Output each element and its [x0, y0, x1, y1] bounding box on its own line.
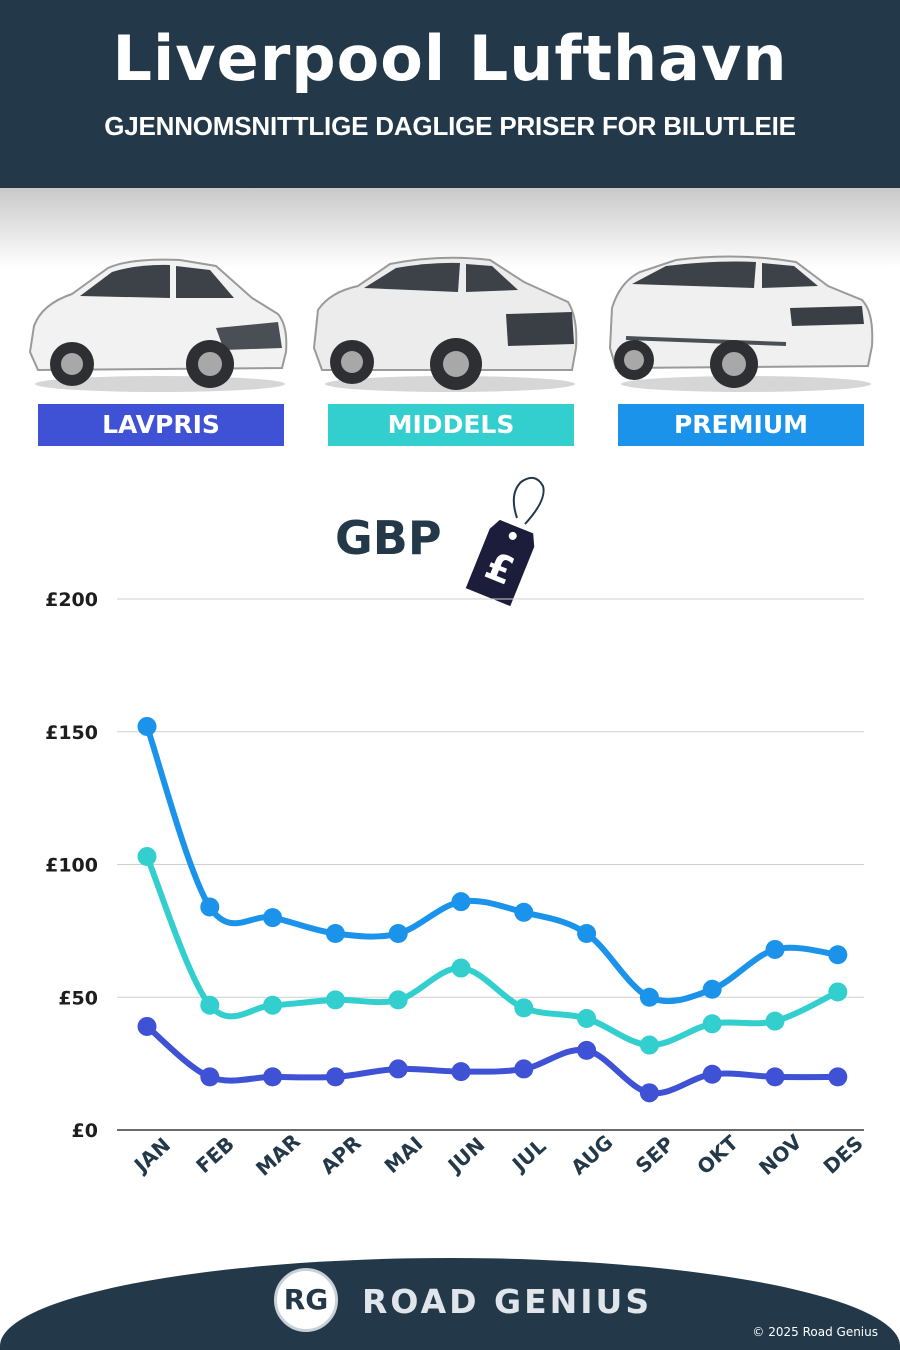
- data-point-premium: [639, 987, 659, 1007]
- page-title: Liverpool Lufthavn: [112, 22, 788, 95]
- brand-name: ROAD GENIUS: [362, 1282, 653, 1321]
- data-point-middels: [639, 1035, 659, 1055]
- x-tick-label: FEB: [191, 1132, 239, 1178]
- y-tick-label: £50: [58, 987, 98, 1009]
- x-tick-label: AUG: [566, 1130, 617, 1180]
- logo-mark: RG: [283, 1283, 329, 1316]
- y-tick-label: £100: [45, 855, 98, 877]
- price-tag-icon: £: [455, 472, 550, 612]
- x-tick-label: JUN: [442, 1132, 490, 1178]
- copyright-text: © 2025 Road Genius: [752, 1325, 878, 1339]
- data-point-premium: [828, 945, 848, 965]
- data-point-premium: [577, 924, 597, 944]
- data-point-lavpris: [828, 1067, 848, 1087]
- y-tick-label: £0: [72, 1120, 98, 1142]
- x-tick-label: APR: [316, 1131, 366, 1179]
- data-point-middels: [514, 998, 534, 1018]
- data-point-premium: [765, 939, 785, 959]
- data-point-lavpris: [639, 1083, 659, 1103]
- data-point-premium: [514, 902, 534, 922]
- y-tick-label: £150: [45, 722, 98, 744]
- data-point-premium: [137, 716, 157, 736]
- data-point-lavpris: [702, 1064, 722, 1084]
- road-genius-logo-icon: RG: [274, 1268, 338, 1332]
- x-tick-label: NOV: [754, 1129, 807, 1180]
- data-point-lavpris: [514, 1059, 534, 1079]
- data-point-premium: [200, 897, 220, 917]
- data-point-middels: [200, 995, 220, 1015]
- data-point-lavpris: [577, 1040, 597, 1060]
- category-badge-lavpris: LAVPRIS: [38, 404, 284, 446]
- x-tick-label: JUL: [506, 1134, 551, 1178]
- premium-suv-car-icon: [606, 252, 876, 397]
- data-point-middels: [263, 995, 283, 1015]
- series-line-middels: [144, 853, 841, 1049]
- series-line-premium: [144, 723, 841, 1005]
- x-tick-label: MAR: [251, 1129, 305, 1181]
- data-point-premium: [702, 979, 722, 999]
- data-point-middels: [451, 958, 471, 978]
- category-badge-premium: PREMIUM: [618, 404, 864, 446]
- data-point-premium: [451, 892, 471, 912]
- x-tick-label: OKT: [692, 1130, 743, 1179]
- x-tick-label: MAI: [380, 1132, 428, 1178]
- y-tick-label: £200: [45, 589, 98, 611]
- data-point-lavpris: [451, 1062, 471, 1082]
- data-point-lavpris: [325, 1067, 345, 1087]
- data-point-middels: [828, 982, 848, 1002]
- data-point-middels: [765, 1011, 785, 1031]
- data-point-lavpris: [765, 1067, 785, 1087]
- data-point-middels: [137, 847, 157, 867]
- series-line-lavpris: [144, 1023, 841, 1097]
- x-tick-label: DES: [818, 1131, 867, 1179]
- data-point-lavpris: [388, 1059, 408, 1079]
- x-tick-label: SEP: [631, 1132, 679, 1178]
- category-badge-middels: MIDDELS: [328, 404, 574, 446]
- data-point-lavpris: [200, 1067, 220, 1087]
- data-point-middels: [577, 1008, 597, 1028]
- x-tick-label: JAN: [128, 1133, 175, 1179]
- page-subtitle: GJENNOMSNITTLIGE DAGLIGE PRISER FOR BILU…: [104, 111, 796, 141]
- suv-car-icon: [310, 252, 580, 397]
- data-point-premium: [325, 924, 345, 944]
- data-point-middels: [702, 1014, 722, 1034]
- price-line-chart: £0 £50 £100 £150 £200 JAN FEB MAR APR MAI JUN JUL A…: [45, 589, 868, 1181]
- data-point-middels: [388, 990, 408, 1010]
- currency-label: GBP: [335, 511, 442, 565]
- data-point-lavpris: [263, 1067, 283, 1087]
- header-shadow: [0, 188, 900, 268]
- data-point-middels: [325, 990, 345, 1010]
- header-banner: Liverpool Lufthavn GJENNOMSNITTLIGE DAGL…: [0, 0, 900, 188]
- data-point-premium: [263, 908, 283, 928]
- hatchback-car-icon: [20, 252, 290, 397]
- data-point-lavpris: [137, 1016, 157, 1036]
- data-point-premium: [388, 924, 408, 944]
